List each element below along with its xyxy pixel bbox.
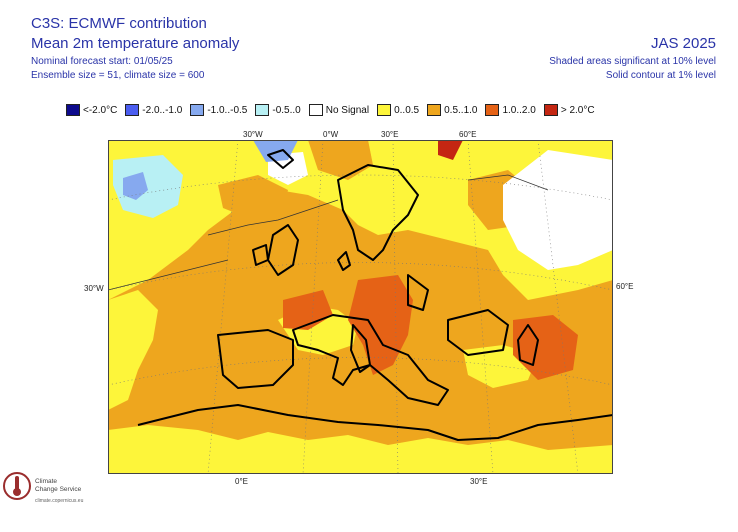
graticule <box>108 140 613 474</box>
chart-subtitle: Mean 2m temperature anomaly <box>31 35 240 52</box>
legend-label: 1.0..2.0 <box>502 104 536 116</box>
anomaly-region-weak-south <box>108 425 613 474</box>
ensemble-size-text: Ensemble size = 51, climate size = 600 <box>31 70 205 81</box>
legend-label: <-2.0°C <box>83 104 118 116</box>
axis-label-right-60e: 60°E <box>616 282 634 291</box>
black-sea-coast <box>447 309 509 356</box>
logo-line2: Change Service <box>35 486 82 493</box>
no-signal-region-russia <box>503 150 613 270</box>
scandinavia-coast <box>337 164 419 261</box>
mediterranean-north-coast <box>292 314 449 406</box>
legend-label: 0..0.5 <box>394 104 420 116</box>
island-coast <box>337 251 351 271</box>
cool-region-north <box>253 140 298 162</box>
significance-shaded-text: Shaded areas significant at 10% level <box>549 56 716 67</box>
chart-title: C3S: ECMWF contribution <box>31 15 207 32</box>
coastlines <box>137 149 613 441</box>
baltic-coast <box>407 274 429 311</box>
legend-label: > 2.0°C <box>560 104 595 116</box>
italy-coast <box>350 324 371 373</box>
legend-label: 0.5..1.0 <box>444 104 478 116</box>
anomaly-region-moderate-atlantic <box>218 175 288 218</box>
thermometer-icon <box>3 472 31 500</box>
legend-swatch <box>377 104 392 116</box>
legend-swatch <box>308 104 323 116</box>
iberia-coast <box>217 329 294 389</box>
anomaly-region-weak-west <box>108 290 158 410</box>
legend-item: 1.0..2.0 <box>485 104 536 116</box>
logo-line1: Climate <box>35 478 58 485</box>
legend-item: 0.5..1.0 <box>427 104 477 116</box>
legend-swatch <box>66 104 80 116</box>
north-africa-coast <box>137 404 613 441</box>
axis-label-top-30e: 30°E <box>381 130 399 139</box>
significance-contour-text: Solid contour at 1% level <box>605 70 716 81</box>
copernicus-logo: Climate Change Service climate.copernicu… <box>2 466 132 516</box>
legend-item: > 2.0°C <box>543 104 595 116</box>
map-frame <box>108 140 613 474</box>
legend-item: -0.5..0 <box>255 104 301 116</box>
legend-label: -2.0..-1.0 <box>142 104 183 116</box>
legend-swatch <box>125 104 140 116</box>
legend-swatch <box>255 104 270 116</box>
season-label: JAS 2025 <box>650 35 716 52</box>
legend-label: No Signal <box>325 104 370 116</box>
legend-item: No Signal <box>308 104 370 116</box>
axis-label-bottom-0e: 0°E <box>235 477 248 486</box>
anomaly-map <box>108 140 613 474</box>
axis-label-top-30w: 30°W <box>243 130 263 139</box>
caspian-coast <box>517 324 539 366</box>
color-legend: <-2.0°C -2.0..-1.0 -1.0..-0.5 -0.5..0 No… <box>66 103 603 117</box>
legend-swatch <box>190 104 205 116</box>
svalbard-coast <box>267 149 294 169</box>
legend-item: -1.0..-0.5 <box>190 104 247 116</box>
legend-swatch <box>485 104 500 116</box>
ireland-coast <box>252 244 269 266</box>
forecast-start-text: Nominal forecast start: 01/05/25 <box>31 56 173 67</box>
anomaly-region-extreme-north <box>438 140 463 160</box>
legend-swatch <box>427 104 442 116</box>
cool-region-greenland-strong <box>123 172 148 200</box>
cool-region-greenland-sea <box>113 155 183 218</box>
logo-url[interactable]: climate.copernicus.eu <box>35 498 84 504</box>
legend-item: <-2.0°C <box>66 104 117 116</box>
legend-label: -0.5..0 <box>272 104 301 116</box>
legend-item: -2.0..-1.0 <box>125 104 182 116</box>
legend-item: 0..0.5 <box>377 104 419 116</box>
legend-swatch <box>543 104 558 116</box>
axis-label-top-0: 0°W <box>323 130 339 139</box>
axis-label-bottom-30e: 30°E <box>470 477 488 486</box>
legend-label: -1.0..-0.5 <box>207 104 248 116</box>
axis-label-top-60e: 60°E <box>459 130 477 139</box>
significance-contours <box>108 174 549 291</box>
axis-label-left-30w: 30°W <box>84 284 104 293</box>
